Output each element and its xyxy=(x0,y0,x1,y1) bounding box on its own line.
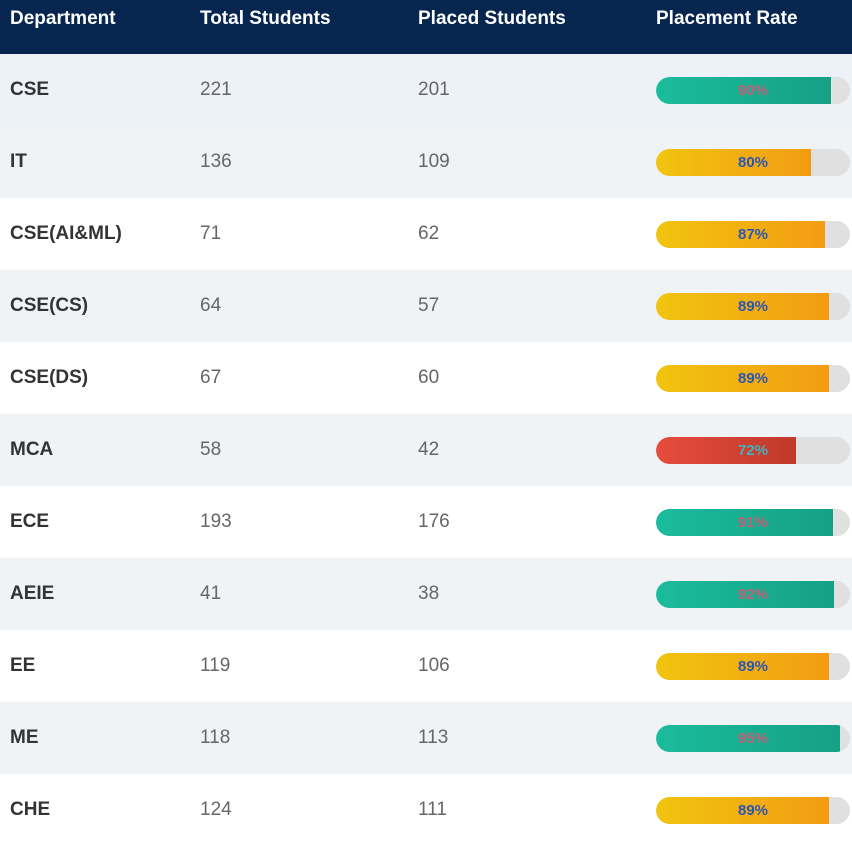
department-cell: CHE xyxy=(10,799,51,820)
placed-cell: 62 xyxy=(418,223,440,244)
department-cell: CSE(CS) xyxy=(10,295,89,316)
header-placed[interactable]: Placed Students xyxy=(418,8,566,29)
progress-label: 72% xyxy=(737,441,769,459)
placed-cell: 57 xyxy=(418,295,440,316)
progress-label: 90% xyxy=(737,81,769,99)
placed-cell: 113 xyxy=(418,727,449,748)
progress-label: 95% xyxy=(737,729,769,747)
table-row: AEIE 41 38 92% xyxy=(0,558,852,630)
progress-label: 91% xyxy=(737,513,769,531)
rate-cell: 90% xyxy=(656,54,852,126)
total-cell: 193 xyxy=(200,511,232,532)
table-row: EE 119 106 89% xyxy=(0,630,852,702)
placed-cell: 111 xyxy=(418,799,447,820)
placed-cell: 201 xyxy=(418,79,450,100)
table-row: CSE 221 201 90% xyxy=(0,54,852,126)
header-department[interactable]: Department xyxy=(10,8,116,29)
total-cell: 64 xyxy=(200,295,222,316)
header-rate[interactable]: Placement Rate xyxy=(656,8,798,29)
header-total[interactable]: Total Students xyxy=(200,8,331,29)
progress-label: 87% xyxy=(737,225,769,243)
placed-cell: 176 xyxy=(418,511,450,532)
rate-cell: 80% xyxy=(656,126,852,198)
table-row: ECE 193 176 91% xyxy=(0,486,852,558)
table-row: CSE(CS) 64 57 89% xyxy=(0,270,852,342)
progress-bar: 87% xyxy=(656,220,850,248)
rate-cell: 95% xyxy=(656,702,852,774)
department-cell: AEIE xyxy=(10,583,55,604)
placed-cell: 106 xyxy=(418,655,450,676)
department-cell: IT xyxy=(10,151,27,172)
total-cell: 136 xyxy=(200,151,232,172)
progress-label: 89% xyxy=(737,657,769,675)
progress-bar: 80% xyxy=(656,148,850,176)
progress-label: 92% xyxy=(737,585,769,603)
rate-cell: 72% xyxy=(656,414,852,486)
progress-label: 89% xyxy=(737,297,769,315)
progress-bar: 89% xyxy=(656,796,850,824)
progress-fill xyxy=(656,148,812,176)
total-cell: 67 xyxy=(200,367,222,388)
total-cell: 58 xyxy=(200,439,222,460)
department-cell: CSE(DS) xyxy=(10,367,89,388)
progress-fill xyxy=(656,724,841,752)
department-cell: ME xyxy=(10,727,39,748)
progress-fill xyxy=(656,796,829,824)
department-cell: CSE xyxy=(10,79,50,100)
table-header: Department Total Students Placed Student… xyxy=(0,0,852,54)
progress-bar: 89% xyxy=(656,364,850,392)
department-cell: MCA xyxy=(10,439,54,460)
progress-label: 89% xyxy=(737,369,769,387)
progress-label: 89% xyxy=(737,801,769,819)
progress-fill xyxy=(656,508,833,536)
table-row: ME 118 113 95% xyxy=(0,702,852,774)
total-cell: 221 xyxy=(200,79,232,100)
placed-cell: 60 xyxy=(418,367,440,388)
progress-bar: 89% xyxy=(656,652,850,680)
progress-fill xyxy=(656,580,835,608)
progress-fill xyxy=(656,76,831,104)
placed-cell: 109 xyxy=(418,151,450,172)
progress-fill xyxy=(656,220,825,248)
department-cell: ECE xyxy=(10,511,50,532)
progress-bar: 95% xyxy=(656,724,850,752)
progress-bar: 90% xyxy=(656,76,850,104)
progress-bar: 72% xyxy=(656,436,850,464)
rate-cell: 91% xyxy=(656,486,852,558)
rate-cell: 89% xyxy=(656,342,852,414)
table-row: CSE(AI&ML) 71 62 87% xyxy=(0,198,852,270)
progress-fill xyxy=(656,292,829,320)
total-cell: 119 xyxy=(200,655,231,676)
rate-cell: 89% xyxy=(656,270,852,342)
total-cell: 124 xyxy=(200,799,232,820)
placed-cell: 42 xyxy=(418,439,440,460)
table-row: CHE 124 111 89% xyxy=(0,774,852,846)
rate-cell: 89% xyxy=(656,630,852,702)
table-row: IT 136 109 80% xyxy=(0,126,852,198)
table-row: CSE(DS) 67 60 89% xyxy=(0,342,852,414)
progress-fill xyxy=(656,436,796,464)
department-cell: CSE(AI&ML) xyxy=(10,223,122,244)
total-cell: 118 xyxy=(200,727,231,748)
progress-bar: 89% xyxy=(656,292,850,320)
department-cell: EE xyxy=(10,655,36,676)
progress-label: 80% xyxy=(737,153,769,171)
progress-fill xyxy=(656,652,829,680)
placed-cell: 38 xyxy=(418,583,440,604)
total-cell: 71 xyxy=(200,223,222,244)
table-row: MCA 58 42 72% xyxy=(0,414,852,486)
rate-cell: 89% xyxy=(656,774,852,846)
progress-fill xyxy=(656,364,829,392)
rate-cell: 92% xyxy=(656,558,852,630)
progress-bar: 91% xyxy=(656,508,850,536)
rate-cell: 87% xyxy=(656,198,852,270)
total-cell: 41 xyxy=(200,583,222,604)
progress-bar: 92% xyxy=(656,580,850,608)
